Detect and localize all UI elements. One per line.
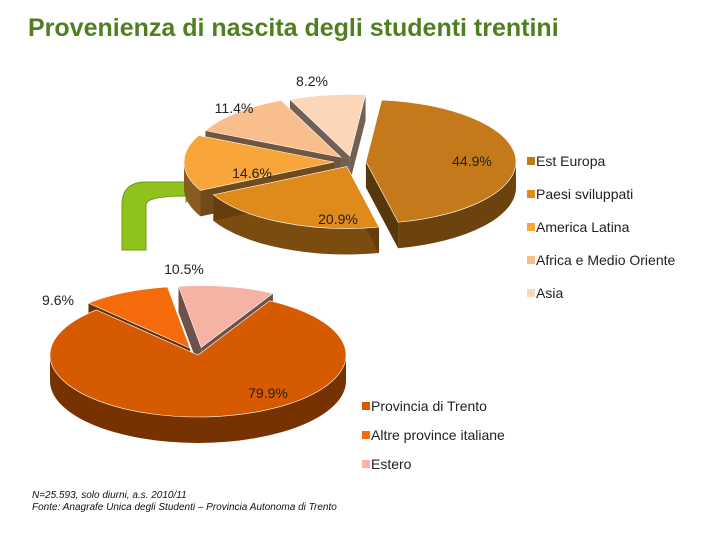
page-title: Provenienza di nascita degli studenti tr…: [28, 14, 559, 42]
sub-pie-slice-1: [212, 166, 380, 229]
sub-pie-legend-label-2: America Latina: [536, 219, 630, 235]
footnote-source: Fonte: Anagrafe Unica degli Studenti – P…: [32, 502, 337, 513]
main-pie-legend-swatch-2: [362, 460, 370, 468]
sub-pie-legend-label-3: Africa e Medio Oriente: [536, 252, 675, 268]
sub-pie-legend-label-0: Est Europa: [536, 153, 605, 169]
main-pie-data-label-2: 10.5%: [164, 261, 204, 277]
sub-pie-legend-swatch-3: [527, 256, 535, 264]
sub-pie-data-label-0: 44.9%: [452, 153, 492, 169]
sub-pie-slice-0: [365, 99, 517, 223]
main-pie-legend-swatch-0: [362, 402, 370, 410]
sub-pie-slice-2: [183, 135, 335, 191]
main-pie-legend-label-2: Estero: [371, 456, 412, 472]
sub-pie-legend-swatch-0: [527, 157, 535, 165]
main-pie-slice-1: [87, 286, 191, 349]
main-pie-data-label-1: 9.6%: [42, 292, 74, 308]
sub-pie-data-label-4: 8.2%: [296, 73, 328, 89]
footnote-sample: N=25.593, solo diurni, a.s. 2010/11: [32, 490, 187, 501]
main-pie-slice-0: [49, 300, 347, 418]
footnote: N=25.593, solo diurni, a.s. 2010/11 Font…: [32, 490, 337, 514]
main-pie-slice-2: [178, 285, 274, 349]
sub-pie-legend-swatch-2: [527, 223, 535, 231]
sub-pie-legend-swatch-1: [527, 190, 535, 198]
sub-pie-data-label-1: 20.9%: [318, 211, 358, 227]
sub-pie-legend-label-1: Paesi sviluppati: [536, 186, 633, 202]
main-pie-data-label-0: 79.9%: [248, 385, 288, 401]
sub-pie-slice-4: [289, 93, 366, 157]
main-pie-legend-label-1: Altre province italiane: [371, 427, 505, 443]
main-pie-legend-label-0: Provincia di Trento: [371, 398, 487, 414]
main-pie-legend-swatch-1: [362, 431, 370, 439]
sub-pie-slice-3: [204, 100, 342, 158]
sub-pie-data-label-3: 11.4%: [215, 100, 254, 116]
sub-pie-data-label-2: 14.6%: [232, 165, 272, 181]
sub-pie-legend-swatch-4: [527, 289, 535, 297]
sub-pie-legend-label-4: Asia: [536, 285, 563, 301]
